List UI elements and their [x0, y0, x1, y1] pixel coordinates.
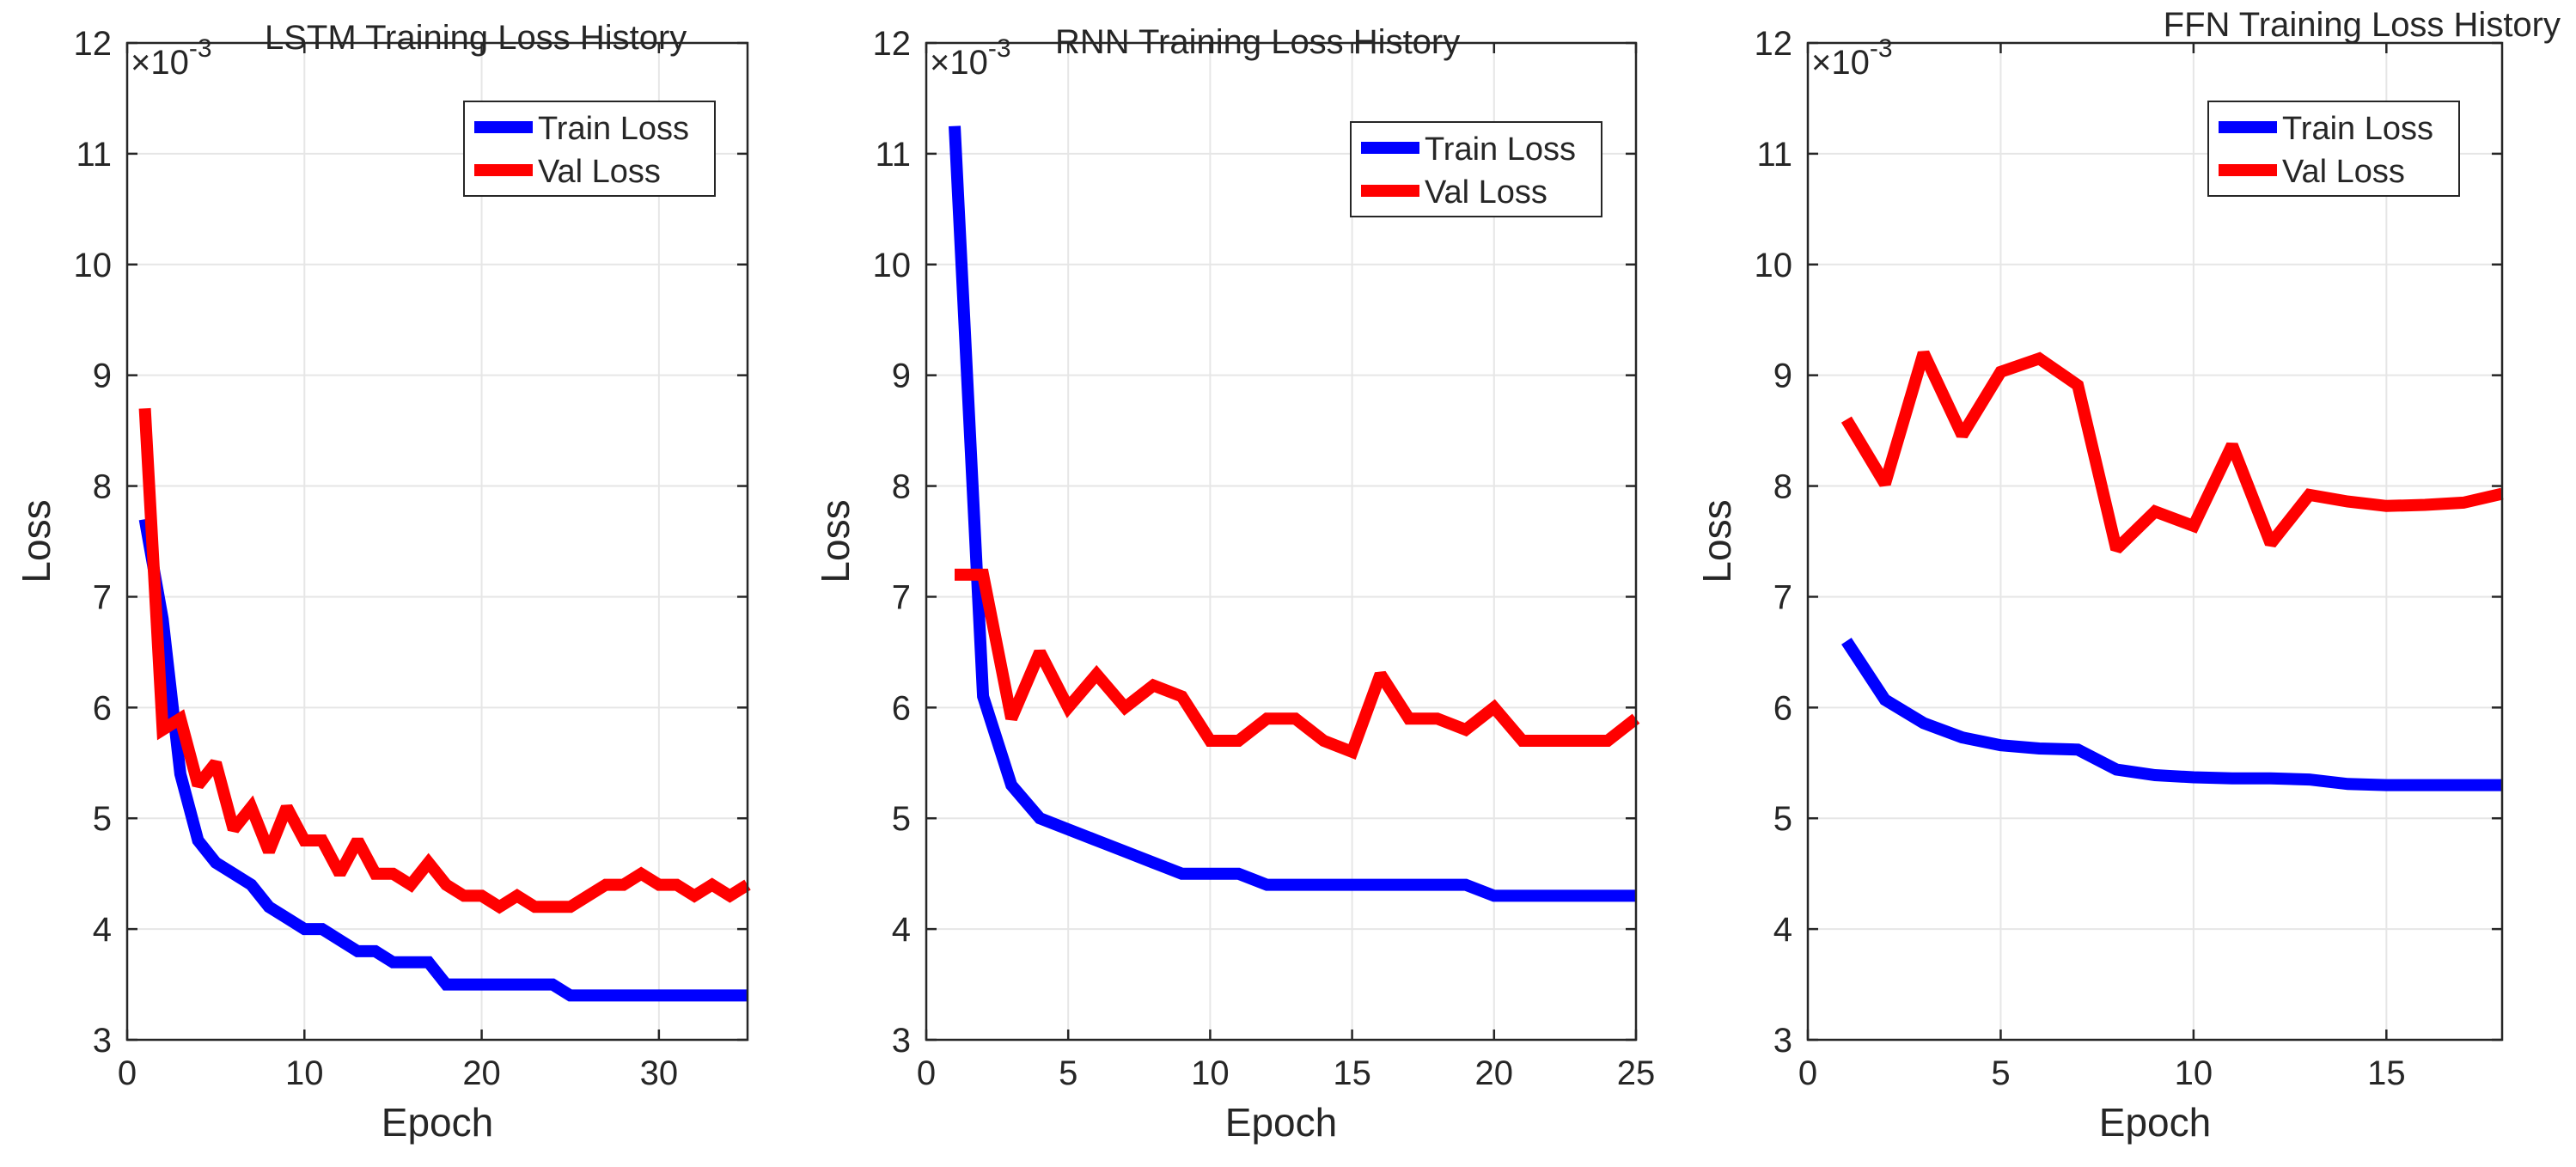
series-line-train-loss — [949, 125, 1636, 902]
y-tick-label: 12 — [74, 25, 113, 63]
x-axis-label: Epoch — [1225, 1100, 1337, 1145]
y-tick-label: 3 — [892, 1022, 911, 1060]
x-tick-label: 0 — [118, 1054, 137, 1092]
chart-panel-ffn: 0 5 10 15 3 4 5 6 7 8 9 10 11 12 ×10-3 FFN Training Los… — [1694, 6, 2561, 1145]
exponent-base: ×10 — [131, 44, 189, 82]
x-tick-label: 5 — [1991, 1054, 2010, 1092]
y-tick-label: 10 — [1755, 247, 1793, 284]
chart-title: LSTM Training Loss History — [265, 19, 687, 57]
y-tick-label: 5 — [892, 800, 911, 838]
legend-label: Val Loss — [1425, 174, 1547, 211]
y-tick-label: 7 — [1773, 578, 1792, 616]
y-exponent-label: ×10-3 — [1811, 34, 1893, 82]
series-line-val-loss — [138, 407, 751, 914]
series-line-val-loss — [1840, 350, 2504, 554]
y-tick-label: 10 — [873, 247, 912, 284]
exponent-base: ×10 — [1811, 44, 1870, 82]
x-tick-label: 10 — [2175, 1054, 2213, 1092]
y-tick-label: 9 — [93, 357, 112, 395]
y-tick-label: 3 — [93, 1022, 112, 1060]
legend-box — [1350, 121, 1602, 217]
x-tick-label: 15 — [2367, 1054, 2406, 1092]
axes-box — [1806, 41, 2504, 1042]
y-tick-label: 4 — [93, 911, 112, 949]
chart-panel-rnn: 0 5 10 15 20 25 3 4 5 6 7 8 9 10 11 12 ×10-3 RNN Training… — [813, 23, 1655, 1145]
legend-label: Train Loss — [2282, 111, 2433, 147]
legend: Train Loss Val Loss — [463, 101, 716, 197]
y-tick-label: 5 — [1773, 800, 1792, 838]
exponent-power: -3 — [988, 34, 1011, 63]
legend-box — [2207, 101, 2460, 197]
series-line-train-loss — [1841, 638, 2502, 791]
y-tick-label: 11 — [1756, 136, 1792, 174]
x-tick-label: 20 — [1475, 1054, 1514, 1092]
y-tick-label: 12 — [1755, 25, 1793, 63]
y-axis-label: Loss — [1694, 499, 1739, 583]
x-tick-label: 0 — [1798, 1054, 1817, 1092]
legend-label: Train Loss — [1425, 131, 1576, 168]
y-tick-label: 11 — [76, 136, 112, 174]
x-tick-label: 10 — [1191, 1054, 1230, 1092]
y-tick-label: 8 — [892, 468, 911, 506]
axes-box — [125, 41, 749, 1042]
legend-box — [463, 101, 716, 197]
y-exponent-label: ×10-3 — [930, 34, 1011, 82]
x-tick-label: 15 — [1333, 1054, 1371, 1092]
y-tick-label: 8 — [93, 468, 112, 506]
y-tick-label: 6 — [892, 689, 911, 727]
y-tick-label: 6 — [1773, 689, 1792, 727]
series-line-train-loss — [138, 517, 748, 1002]
exponent-power: -3 — [189, 34, 212, 63]
y-tick-label: 8 — [1773, 468, 1792, 506]
y-axis-label: Loss — [14, 499, 58, 583]
x-tick-label: 25 — [1617, 1054, 1656, 1092]
y-exponent-label: ×10-3 — [131, 34, 212, 82]
exponent-power: -3 — [1870, 34, 1893, 63]
x-tick-label: 5 — [1059, 1054, 1077, 1092]
y-tick-label: 7 — [892, 578, 911, 616]
y-tick-label: 3 — [1773, 1022, 1792, 1060]
x-tick-label: 20 — [462, 1054, 501, 1092]
y-tick-label: 9 — [1773, 357, 1792, 395]
legend-label: Train Loss — [538, 111, 689, 147]
y-tick-label: 9 — [892, 357, 911, 395]
y-tick-label: 5 — [93, 800, 112, 838]
y-tick-label: 12 — [873, 25, 912, 63]
x-axis-label: Epoch — [382, 1100, 493, 1145]
chart-panel-lstm: 0 10 20 30 3 4 5 6 7 8 9 10 11 12 ×10-3 LSTM Training L… — [14, 19, 751, 1145]
x-tick-label: 0 — [917, 1054, 936, 1092]
legend: Train Loss Val Loss — [2207, 101, 2460, 197]
y-tick-label: 10 — [74, 247, 113, 284]
y-tick-label: 6 — [93, 689, 112, 727]
legend: Train Loss Val Loss — [1350, 121, 1602, 217]
series-line-val-loss — [955, 568, 1640, 761]
y-tick-label: 7 — [93, 578, 112, 616]
y-axis-label: Loss — [813, 499, 858, 583]
chart-title: FFN Training Loss History — [2164, 6, 2561, 44]
x-axis-label: Epoch — [2099, 1100, 2211, 1145]
x-tick-label: 30 — [640, 1054, 679, 1092]
legend-label: Val Loss — [2282, 154, 2405, 190]
chart-title: RNN Training Loss History — [1055, 23, 1460, 61]
exponent-base: ×10 — [930, 44, 988, 82]
axes-box — [925, 41, 1638, 1042]
y-tick-label: 4 — [1773, 911, 1792, 949]
y-tick-label: 11 — [875, 136, 911, 174]
x-tick-label: 10 — [285, 1054, 324, 1092]
y-tick-label: 4 — [892, 911, 911, 949]
legend-label: Val Loss — [538, 154, 661, 190]
